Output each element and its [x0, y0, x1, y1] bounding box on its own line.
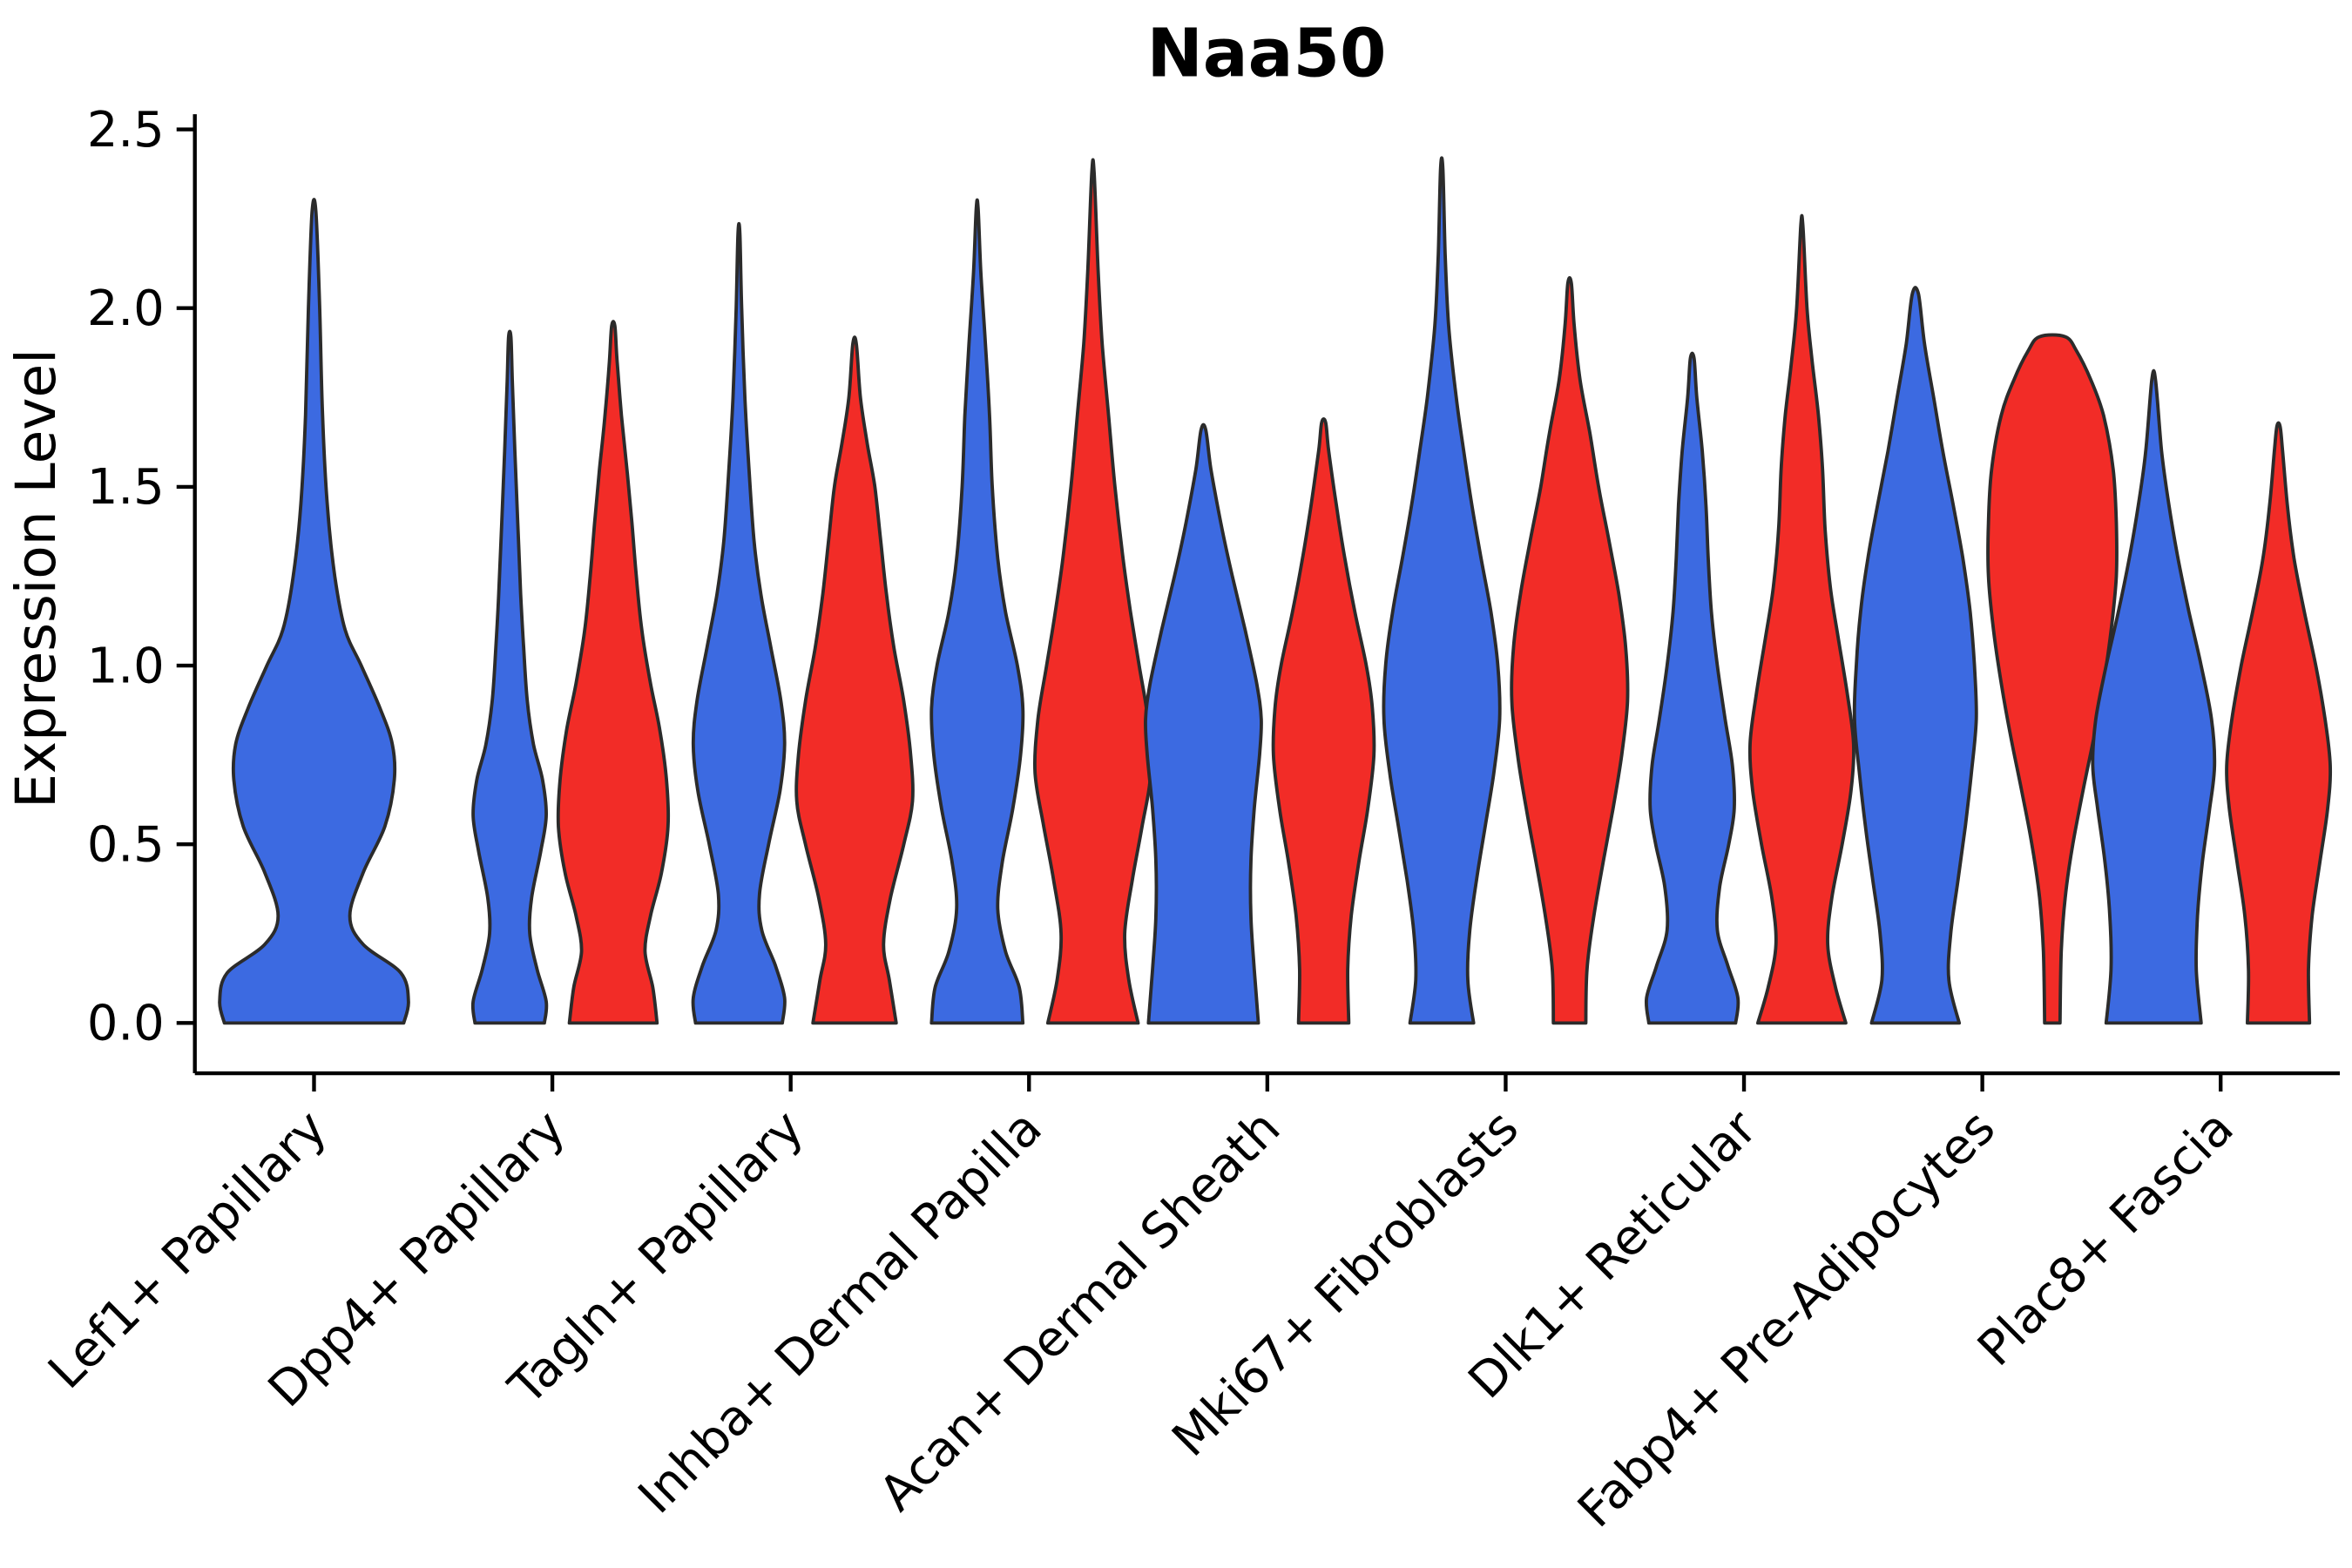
violin-acan-dermal-sheath-blue	[1144, 422, 1263, 1025]
x-axis-category-label: Fabp4+ Pre-Adipocytes	[1567, 1099, 2006, 1538]
chart-title: Naa50	[1146, 15, 1386, 92]
y-axis-tick-label: 1.0	[87, 638, 165, 694]
x-axis-category-label: Inhba+ Dermal Papilla	[628, 1099, 1053, 1524]
x-axis-category-label: Plac8+ Fascia	[1967, 1099, 2244, 1376]
violin-mki67-fibroblasts-red	[1510, 275, 1630, 1025]
violin-fabp4-pre-adipocytes-blue	[1852, 286, 1978, 1025]
violin-dlk1-reticular-blue	[1644, 351, 1740, 1025]
violin-dpp4-papillary-blue	[470, 329, 549, 1025]
y-axis-tick-label: 2.5	[87, 102, 165, 159]
x-axis-category-label: Acan+ Dermal Sheath	[868, 1099, 1291, 1522]
violin-inhba-dermal-papilla-blue	[929, 198, 1025, 1025]
violin-lef1-papillary-blue	[218, 198, 410, 1025]
y-axis-tick-label: 0.0	[87, 996, 165, 1052]
violin-fabp4-pre-adipocytes-red	[1986, 333, 2119, 1025]
violin-dlk1-reticular-red	[1747, 213, 1855, 1025]
y-axis-tick-label: 0.5	[87, 816, 165, 873]
violin-tagln-papillary-red	[794, 335, 915, 1025]
violin-tagln-papillary-blue	[691, 221, 787, 1025]
violin-inhba-dermal-papilla-red	[1033, 158, 1153, 1025]
y-axis-label: Expression Level	[4, 348, 68, 808]
violin-acan-dermal-sheath-red	[1271, 416, 1376, 1025]
violin-dpp4-papillary-red	[556, 320, 671, 1025]
violin-plac8-fascia-red	[2225, 421, 2333, 1025]
violin-plac8-fascia-blue	[2091, 368, 2217, 1025]
violin-mki67-fibroblasts-blue	[1382, 156, 1502, 1025]
y-axis-tick-label: 1.5	[87, 459, 165, 516]
y-axis-tick-label: 2.0	[87, 280, 165, 337]
